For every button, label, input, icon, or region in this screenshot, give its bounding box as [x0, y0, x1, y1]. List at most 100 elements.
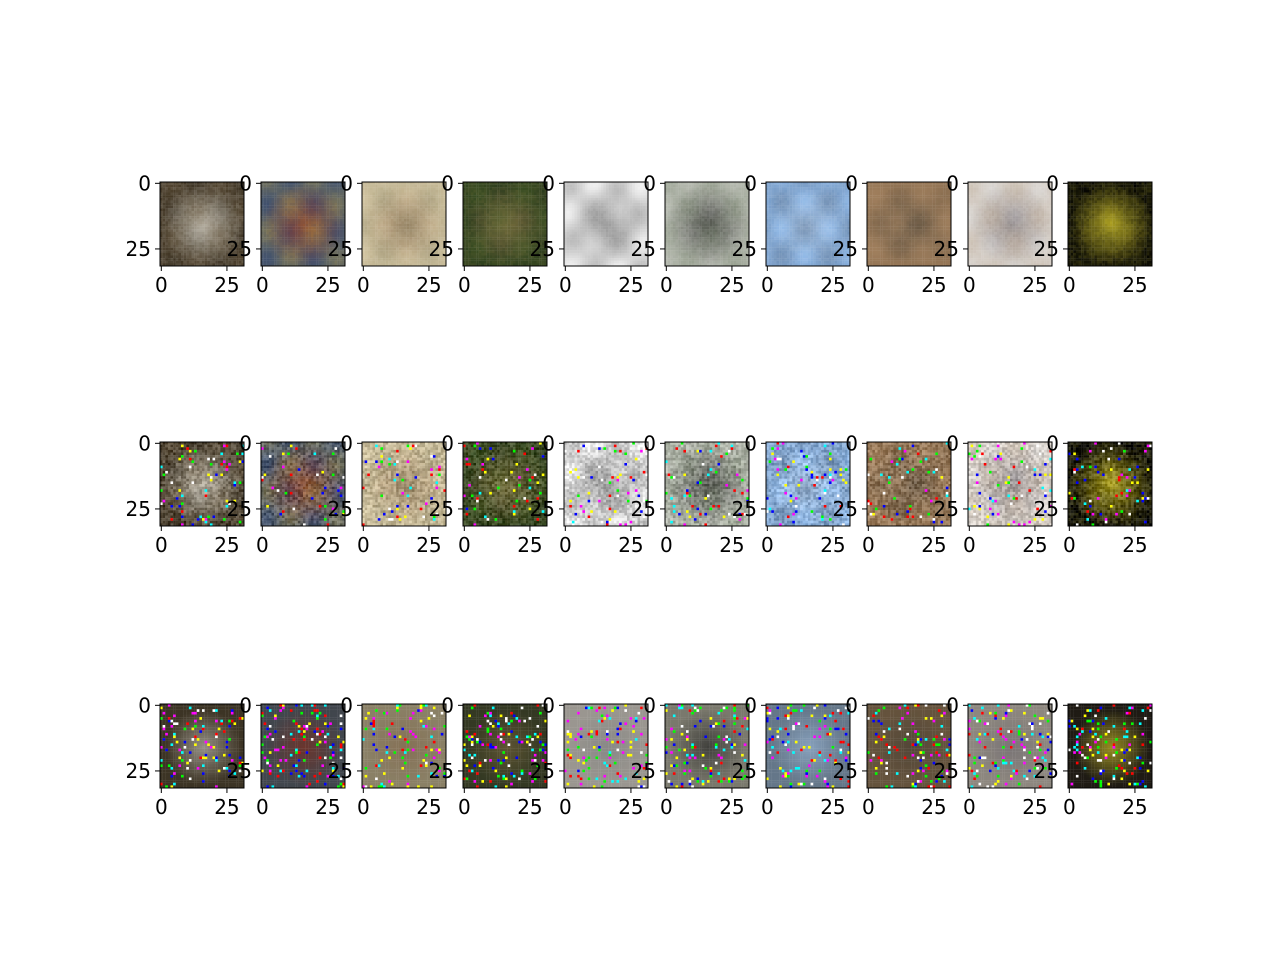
x-tick-label: 0	[862, 795, 875, 819]
x-tick-label: 25	[315, 795, 340, 819]
y-tick-label: 25	[631, 237, 656, 261]
y-tick-label: 25	[328, 759, 353, 783]
y-tick-label: 0	[239, 693, 252, 717]
x-tick-label: 25	[214, 795, 239, 819]
y-tick-label: 25	[530, 759, 555, 783]
y-tick-label: 0	[643, 171, 656, 195]
x-tick-label: 0	[155, 533, 168, 557]
x-tick-label: 0	[1063, 273, 1076, 297]
x-tick-label: 0	[660, 795, 673, 819]
y-tick-label: 0	[845, 693, 858, 717]
x-tick-label: 25	[820, 533, 845, 557]
y-tick-label: 25	[631, 759, 656, 783]
x-tick-label: 0	[1063, 795, 1076, 819]
x-tick-label: 0	[761, 533, 774, 557]
y-tick-label: 25	[126, 237, 151, 261]
x-tick-label: 0	[761, 273, 774, 297]
x-tick-label: 0	[963, 795, 976, 819]
x-tick-label: 0	[357, 795, 370, 819]
y-tick-label: 25	[227, 497, 252, 521]
x-tick-label: 25	[315, 533, 340, 557]
x-tick-label: 25	[517, 533, 542, 557]
x-tick-label: 0	[761, 795, 774, 819]
y-tick-label: 0	[441, 171, 454, 195]
x-tick-label: 25	[416, 533, 441, 557]
x-tick-label: 0	[862, 273, 875, 297]
x-tick-label: 0	[559, 795, 572, 819]
x-tick-label: 25	[1022, 795, 1047, 819]
y-tick-label: 25	[328, 497, 353, 521]
y-tick-label: 25	[833, 237, 858, 261]
x-tick-label: 25	[820, 795, 845, 819]
x-tick-label: 0	[559, 533, 572, 557]
x-tick-label: 0	[458, 795, 471, 819]
y-tick-label: 25	[833, 759, 858, 783]
x-tick-label: 25	[1122, 273, 1147, 297]
x-tick-label: 0	[963, 533, 976, 557]
y-tick-label: 0	[542, 693, 555, 717]
x-tick-label: 0	[155, 273, 168, 297]
x-tick-label: 25	[618, 533, 643, 557]
y-tick-label: 25	[530, 237, 555, 261]
x-tick-label: 0	[963, 273, 976, 297]
x-tick-label: 25	[618, 273, 643, 297]
image-thumbnail	[1068, 704, 1152, 788]
x-tick-label: 0	[256, 273, 269, 297]
y-tick-label: 0	[1046, 693, 1059, 717]
x-tick-label: 0	[155, 795, 168, 819]
y-tick-label: 0	[441, 431, 454, 455]
y-tick-label: 25	[227, 759, 252, 783]
y-tick-label: 0	[744, 693, 757, 717]
y-tick-label: 25	[1034, 237, 1059, 261]
y-tick-label: 25	[1034, 497, 1059, 521]
x-tick-label: 25	[1022, 533, 1047, 557]
y-tick-label: 0	[441, 693, 454, 717]
y-tick-label: 25	[833, 497, 858, 521]
y-tick-label: 0	[542, 431, 555, 455]
y-tick-label: 0	[138, 171, 151, 195]
y-tick-label: 25	[934, 497, 959, 521]
y-tick-label: 25	[126, 759, 151, 783]
y-tick-label: 0	[643, 693, 656, 717]
y-tick-label: 0	[744, 431, 757, 455]
image-thumbnail	[1068, 182, 1152, 266]
y-tick-label: 25	[631, 497, 656, 521]
x-tick-label: 0	[256, 795, 269, 819]
x-tick-label: 25	[921, 273, 946, 297]
x-tick-label: 25	[315, 273, 340, 297]
x-tick-label: 25	[1122, 795, 1147, 819]
x-tick-label: 0	[1063, 533, 1076, 557]
x-tick-label: 25	[719, 273, 744, 297]
y-tick-label: 25	[732, 497, 757, 521]
y-tick-label: 25	[429, 759, 454, 783]
y-tick-label: 0	[744, 171, 757, 195]
x-tick-label: 25	[1022, 273, 1047, 297]
y-tick-label: 25	[429, 237, 454, 261]
y-tick-label: 0	[340, 431, 353, 455]
y-tick-label: 0	[340, 171, 353, 195]
x-tick-label: 25	[719, 533, 744, 557]
y-tick-label: 25	[530, 497, 555, 521]
y-tick-label: 0	[239, 171, 252, 195]
x-tick-label: 0	[357, 273, 370, 297]
y-tick-label: 25	[934, 237, 959, 261]
y-tick-label: 0	[340, 693, 353, 717]
x-tick-label: 0	[660, 273, 673, 297]
x-tick-label: 25	[820, 273, 845, 297]
x-tick-label: 25	[214, 533, 239, 557]
x-tick-label: 25	[1122, 533, 1147, 557]
x-tick-label: 25	[416, 273, 441, 297]
x-tick-label: 25	[416, 795, 441, 819]
y-tick-label: 0	[542, 171, 555, 195]
x-tick-label: 25	[517, 273, 542, 297]
y-tick-label: 0	[239, 431, 252, 455]
y-tick-label: 25	[429, 497, 454, 521]
x-tick-label: 25	[719, 795, 744, 819]
x-tick-label: 0	[660, 533, 673, 557]
y-tick-label: 0	[845, 171, 858, 195]
y-tick-label: 0	[946, 171, 959, 195]
x-tick-label: 25	[517, 795, 542, 819]
x-tick-label: 0	[357, 533, 370, 557]
y-tick-label: 25	[1034, 759, 1059, 783]
